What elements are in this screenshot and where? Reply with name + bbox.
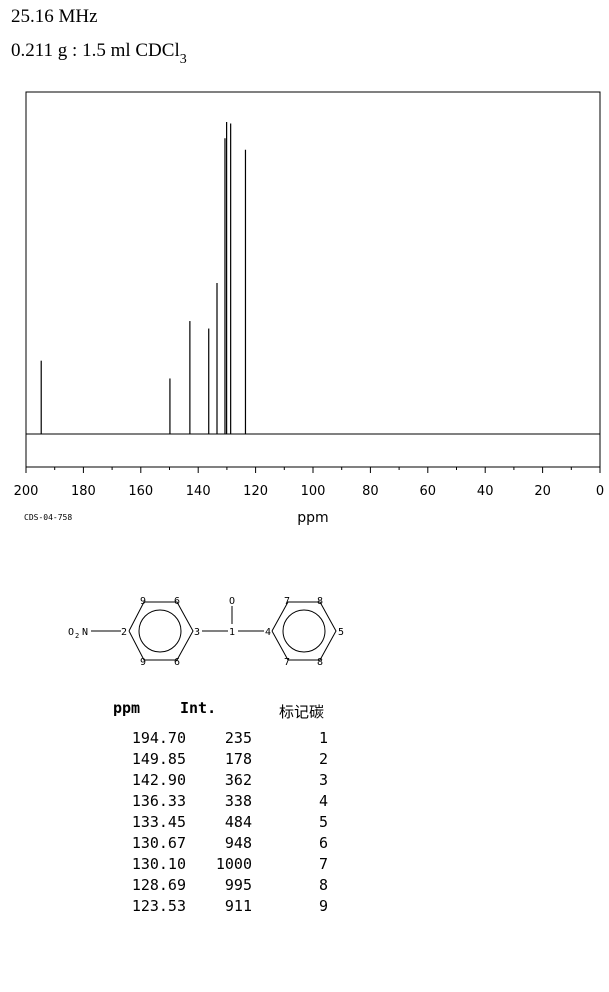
o2n-n: N — [82, 627, 88, 638]
x-tick-label: 60 — [420, 484, 437, 499]
cell-int: 338 — [224, 792, 252, 810]
cell-carbon: 4 — [318, 792, 328, 810]
sample-main: 0.211 g : 1.5 ml CDCl — [11, 40, 180, 61]
x-tick-label: 40 — [477, 484, 494, 499]
x-tick-label: 160 — [128, 484, 153, 499]
cell-ppm: 194.70 — [131, 729, 186, 747]
table-row: 142.90 362 3 — [0, 771, 400, 792]
c7-label-bottom: 7 — [284, 657, 290, 668]
table-row: 149.85 178 2 — [0, 750, 400, 771]
x-tick-label: 100 — [301, 484, 326, 499]
x-tick-label: 200 — [14, 484, 39, 499]
x-axis-tick-labels: 200 180 160 140 120 100 80 60 40 20 0 — [14, 484, 605, 499]
c4-label: 4 — [265, 627, 271, 638]
cell-carbon: 1 — [318, 729, 328, 747]
x-tick-label: 120 — [243, 484, 268, 499]
x-axis-label: ppm — [297, 510, 328, 526]
cell-ppm: 123.53 — [131, 897, 186, 915]
c5-label: 5 — [338, 627, 344, 638]
cell-ppm: 133.45 — [131, 813, 186, 831]
frequency-label: 25.16 MHz — [11, 6, 98, 27]
x-tick-label: 180 — [71, 484, 96, 499]
c6-label-top: 6 — [174, 596, 180, 607]
cell-carbon: 6 — [318, 834, 328, 852]
table-row: 130.10 1000 7 — [0, 855, 400, 876]
c3-label: 3 — [194, 627, 200, 638]
cell-int: 995 — [224, 876, 252, 894]
peak-group — [40, 122, 247, 434]
table-row: 130.67 948 6 — [0, 834, 400, 855]
col-header-ppm: ppm — [113, 699, 141, 717]
cell-carbon: 3 — [318, 771, 328, 789]
table-row: 194.70 235 1 — [0, 729, 400, 750]
left-ring-circle — [138, 609, 182, 653]
x-axis-ticks — [25, 467, 601, 473]
cell-ppm: 136.33 — [131, 792, 186, 810]
carbonyl-o: O — [229, 596, 235, 607]
col-header-int: Int. — [180, 699, 217, 717]
c6-label-bottom: 6 — [174, 657, 180, 668]
c9-label-bottom: 9 — [140, 657, 146, 668]
o2n-o: O — [68, 627, 74, 638]
table-row: 133.45 484 5 — [0, 813, 400, 834]
cell-int: 948 — [224, 834, 252, 852]
x-tick-label: 0 — [596, 484, 604, 499]
cell-ppm: 128.69 — [131, 876, 186, 894]
cell-carbon: 8 — [318, 876, 328, 894]
x-tick-label: 140 — [186, 484, 211, 499]
sample-label: 0.211 g : 1.5 ml CDCl3 — [11, 40, 187, 67]
table-row: 128.69 995 8 — [0, 876, 400, 897]
cell-int: 362 — [224, 771, 252, 789]
c8-label-top: 8 — [317, 596, 323, 607]
cell-carbon: 7 — [318, 855, 328, 873]
c1-label: 1 — [229, 627, 235, 638]
cell-int: 178 — [224, 750, 252, 768]
cell-ppm: 130.10 — [131, 855, 186, 873]
o2n-sub: 2 — [75, 632, 79, 640]
c8-label-bottom: 8 — [317, 657, 323, 668]
cell-carbon: 2 — [318, 750, 328, 768]
table-row: 123.53 911 9 — [0, 897, 400, 918]
cell-int: 484 — [224, 813, 252, 831]
sample-subscript: 3 — [179, 52, 187, 67]
c7-label-top: 7 — [284, 596, 290, 607]
catalog-code: CDS-04-758 — [24, 513, 73, 522]
cell-int: 1000 — [215, 855, 252, 873]
cell-ppm: 130.67 — [131, 834, 186, 852]
right-ring — [271, 601, 337, 661]
nmr-spectrum: 200 180 160 140 120 100 80 60 40 20 0 ppm — [14, 91, 605, 526]
table-row: 136.33 338 4 — [0, 792, 400, 813]
col-header-carbon: 标记碳 — [279, 703, 325, 721]
x-tick-label: 20 — [534, 484, 551, 499]
c2-label: 2 — [121, 627, 127, 638]
right-ring-circle — [282, 609, 326, 653]
cell-carbon: 5 — [318, 813, 328, 831]
cell-ppm: 142.90 — [131, 771, 186, 789]
cell-int: 235 — [224, 729, 252, 747]
left-ring — [128, 601, 194, 661]
x-tick-label: 80 — [362, 484, 379, 499]
cell-carbon: 9 — [318, 897, 328, 915]
c9-label-top: 9 — [140, 596, 146, 607]
cell-ppm: 149.85 — [131, 750, 186, 768]
cell-int: 911 — [224, 897, 252, 915]
